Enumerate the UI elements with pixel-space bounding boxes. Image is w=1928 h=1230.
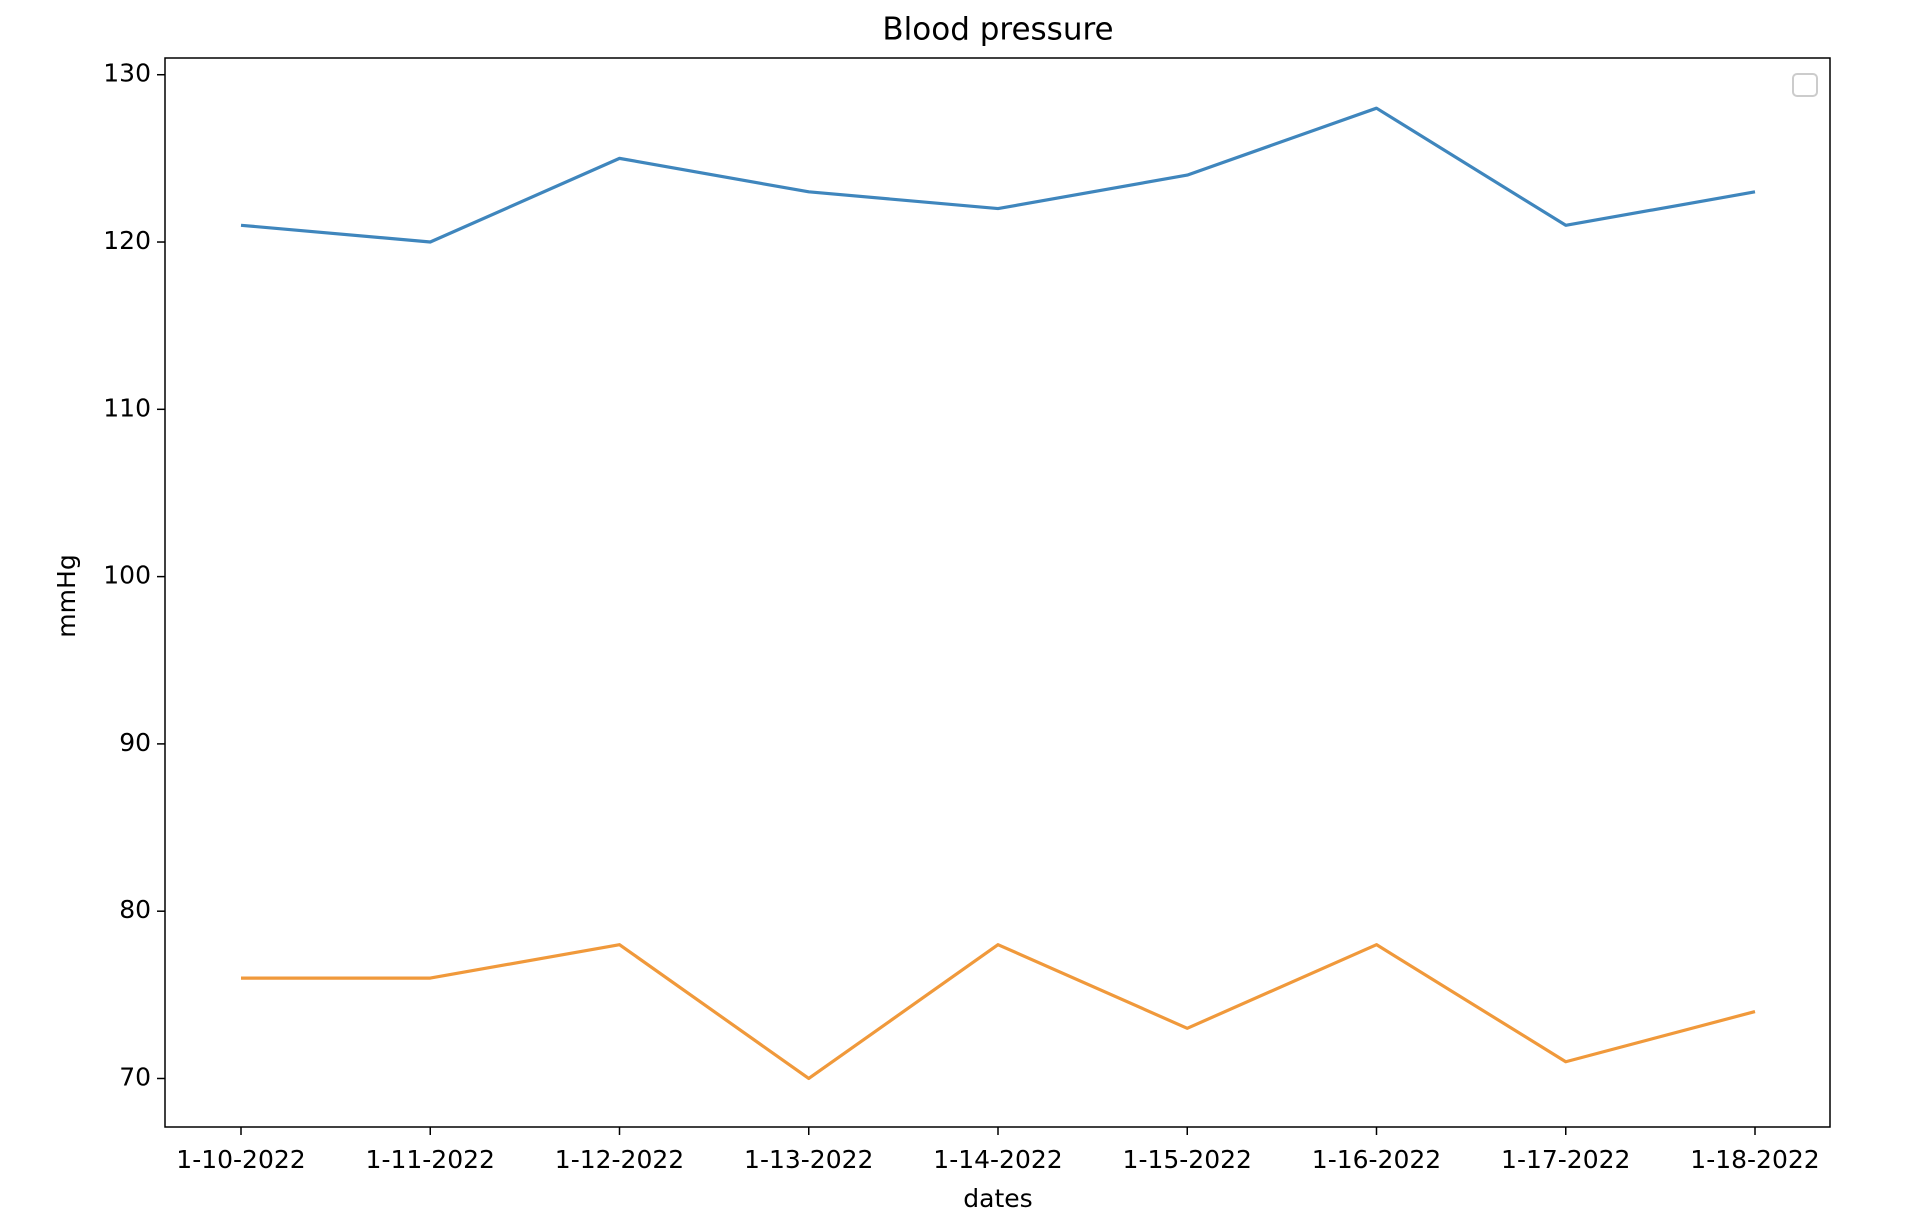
x-tick-label: 1-17-2022 [1501, 1145, 1630, 1174]
chart-title: Blood pressure [882, 12, 1113, 48]
x-tick-label: 1-16-2022 [1312, 1145, 1441, 1174]
y-axis-label: mmHg [52, 554, 81, 637]
series-line [240, 106, 1756, 244]
x-tick-label: 1-15-2022 [1123, 1145, 1252, 1174]
y-tick-label: 100 [103, 561, 151, 590]
y-tick-label: 80 [119, 895, 151, 924]
y-tick-label: 110 [103, 393, 151, 422]
plot-frame [164, 57, 1831, 1128]
legend-box [1792, 73, 1818, 97]
x-tick-label: 1-10-2022 [176, 1145, 305, 1174]
x-axis-label: dates [963, 1184, 1032, 1213]
y-tick-label: 120 [103, 226, 151, 255]
x-tick-label: 1-11-2022 [366, 1145, 495, 1174]
x-tick-label: 1-12-2022 [555, 1145, 684, 1174]
x-tick-label: 1-14-2022 [933, 1145, 1062, 1174]
y-tick-label: 90 [119, 728, 151, 757]
x-tick-label: 1-18-2022 [1690, 1145, 1819, 1174]
series-line [241, 943, 1756, 1081]
x-tick-label: 1-13-2022 [744, 1145, 873, 1174]
y-tick-label: 130 [103, 59, 151, 88]
y-tick-label: 70 [119, 1062, 151, 1091]
